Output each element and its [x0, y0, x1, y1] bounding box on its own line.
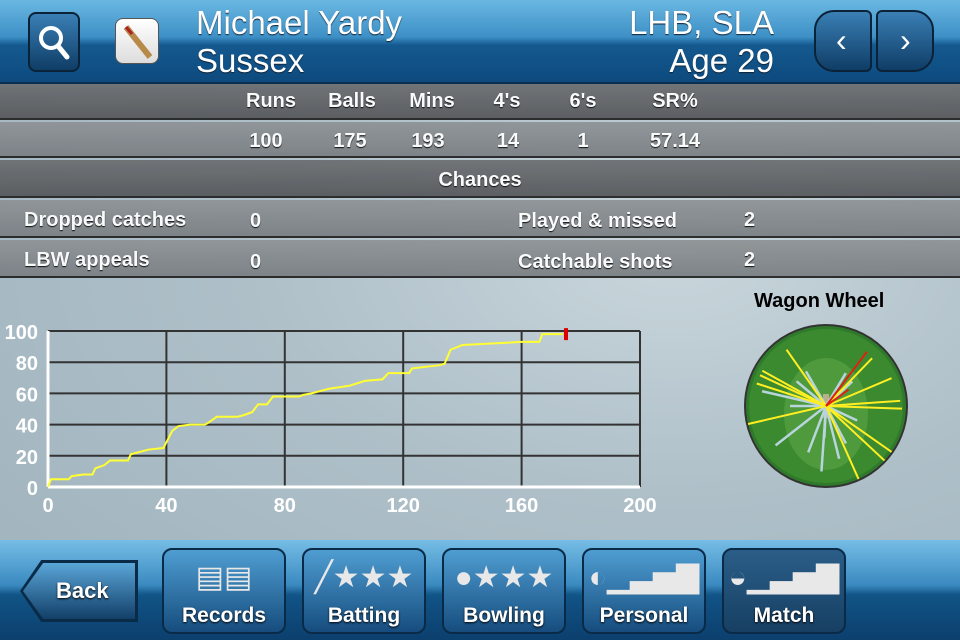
stat-balls: 175: [333, 130, 367, 152]
back-label: Back: [56, 578, 109, 603]
shot-line-four: [747, 405, 827, 425]
stats-values-row: 100 175 193 14 1 57.14: [0, 122, 960, 158]
wagon-wheel-title: Wagon Wheel: [754, 290, 885, 312]
ball-stars-icon: ●★★★: [454, 561, 554, 594]
tab-label: Batting: [327, 604, 401, 627]
stat-sixes: 1: [577, 130, 589, 152]
y-tick-label: 20: [16, 447, 38, 469]
player-name: Michael Yardy: [196, 4, 403, 41]
catchable-shots-label: Catchable shots: [518, 251, 673, 273]
shot-line-four: [785, 349, 827, 407]
chevron-left-icon: ‹: [836, 22, 847, 58]
search-icon: [39, 26, 70, 60]
shot-line-other: [824, 405, 841, 460]
shot-line-other: [795, 380, 827, 407]
y-tick-label: 100: [5, 322, 38, 344]
records-icon: ▤▤: [195, 561, 253, 594]
shot-line-other: [807, 405, 828, 453]
shot-line-four: [825, 399, 901, 407]
dropped-catches-value: 0: [250, 210, 262, 232]
match-bars-icon: ◒▁▃▅▇: [728, 561, 840, 594]
y-tick-label: 0: [27, 478, 38, 500]
shot-line-six: [825, 388, 850, 407]
chances-row: LBW appeals 0 Catchable shots 2: [0, 240, 960, 278]
x-tick-label: 200: [623, 495, 656, 517]
runs-line: [47, 333, 564, 488]
dropped-catches-label: Dropped catches: [24, 209, 187, 231]
tab-bowling[interactable]: ●★★★ Bowling: [442, 548, 566, 634]
x-tick-label: 0: [42, 495, 53, 517]
x-tick-label: 120: [387, 495, 420, 517]
stats-header-row: Runs Balls Mins 4's 6's SR%: [0, 84, 960, 120]
stat-runs: 100: [249, 130, 283, 152]
bat-stars-icon: ╱★★★: [314, 561, 414, 594]
next-player-button[interactable]: ›: [876, 10, 934, 72]
shot-line-four: [759, 374, 827, 407]
catchable-shots-value: 2: [744, 249, 756, 271]
stat-header-mins: Mins: [409, 90, 455, 112]
tab-batting[interactable]: ╱★★★ Batting: [302, 548, 426, 634]
played-missed-value: 2: [744, 209, 756, 231]
stat-header-runs: Runs: [246, 90, 296, 112]
bat-icon[interactable]: [115, 18, 159, 64]
tab-records[interactable]: ▤▤ Records: [162, 548, 286, 634]
shot-line-four: [825, 405, 886, 462]
chevron-right-icon: ›: [900, 22, 911, 58]
shot-line-four: [825, 405, 893, 453]
y-tick-label: 40: [16, 416, 38, 438]
tab-label: Personal: [599, 604, 689, 627]
tab-label: Match: [753, 604, 815, 627]
x-tick-label: 160: [505, 495, 538, 517]
lbw-appeals-label: LBW appeals: [24, 249, 150, 271]
shot-line-six: [825, 351, 868, 407]
x-tick-label: 40: [155, 495, 177, 517]
played-missed-label: Played & missed: [518, 210, 677, 232]
shot-line-four: [825, 405, 902, 410]
stat-header-sixes: 6's: [569, 90, 597, 112]
team-name: Sussex: [196, 42, 305, 79]
shot-line-four: [825, 357, 873, 407]
x-tick-label: 80: [274, 495, 296, 517]
wagon-wheel: [744, 324, 908, 488]
shot-line-four: [756, 382, 827, 407]
chances-title: Chances: [438, 169, 522, 191]
stat-header-fours: 4's: [493, 90, 521, 112]
search-button[interactable]: [28, 12, 80, 72]
shot-line-four: [825, 377, 892, 407]
y-tick-label: 60: [16, 384, 38, 406]
shot-line-four: [825, 405, 860, 480]
player-age: Age 29: [669, 42, 774, 79]
stat-header-balls: Balls: [328, 90, 376, 112]
previous-player-button[interactable]: ‹: [814, 10, 872, 72]
tab-label: Records: [181, 604, 267, 627]
chances-header-row: Chances: [0, 160, 960, 198]
stat-mins: 193: [411, 130, 445, 152]
lbw-appeals-value: 0: [250, 251, 262, 273]
stat-header-sr: SR%: [652, 90, 698, 112]
header: Michael Yardy Sussex LHB, SLA Age 29 ‹ ›: [0, 0, 960, 84]
stat-sr: 57.14: [649, 130, 701, 152]
stat-fours: 14: [496, 130, 520, 152]
shot-line-other: [823, 405, 828, 439]
tab-label: Bowling: [463, 604, 545, 627]
helmet-bars-icon: ◐▁▃▅▇: [588, 561, 700, 594]
player-role: LHB, SLA: [629, 4, 774, 41]
chances-row: Dropped catches 0 Played & missed 2: [0, 200, 960, 238]
tab-match[interactable]: ◒▁▃▅▇ Match: [722, 548, 846, 634]
y-tick-label: 80: [16, 353, 38, 375]
back-button[interactable]: Back: [20, 560, 138, 622]
tab-personal[interactable]: ◐▁▃▅▇ Personal: [582, 548, 706, 634]
shot-line-other: [774, 405, 827, 447]
runs-progression-chart: 0 20 40 60 80 100 0 40 80 120 160 200: [5, 322, 657, 517]
footer-nav: Back ▤▤ Records ╱★★★ Batting ●★★★ Bowling ◐…: [0, 540, 960, 640]
